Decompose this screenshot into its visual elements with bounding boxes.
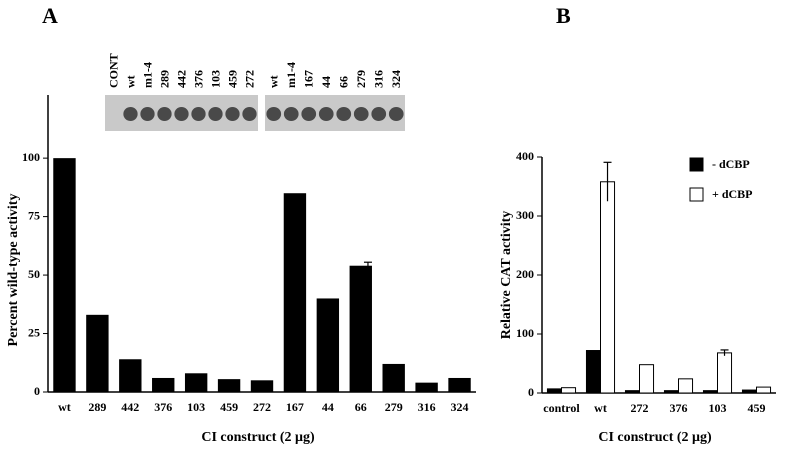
bar xyxy=(250,380,274,392)
lane-label: 103 xyxy=(208,70,222,88)
lane-label: 324 xyxy=(389,70,403,88)
x-tick-label: 272 xyxy=(253,400,271,414)
x-tick-label: 167 xyxy=(286,400,304,414)
bar xyxy=(756,386,772,394)
bar xyxy=(283,193,307,392)
x-tick-label: 376 xyxy=(670,401,688,415)
bar xyxy=(119,359,142,392)
blot-band xyxy=(242,107,257,121)
x-tick-label: control xyxy=(543,401,580,415)
lane-label: m1-4 xyxy=(140,62,154,88)
bar xyxy=(600,181,616,394)
x-tick-label: 103 xyxy=(187,400,205,414)
bar xyxy=(561,387,577,394)
y-tick-label: 300 xyxy=(516,208,534,222)
y-tick-label: 100 xyxy=(516,326,534,340)
legend-label: + dCBP xyxy=(712,187,753,201)
lane-label: 289 xyxy=(157,70,171,88)
blot-band xyxy=(123,107,138,121)
lane-label: 279 xyxy=(354,70,368,88)
lane-label: wt xyxy=(267,75,281,88)
blot-band xyxy=(140,107,155,121)
y-tick-label: 75 xyxy=(28,208,40,222)
blot-band xyxy=(283,107,299,121)
bar xyxy=(678,378,694,394)
bar xyxy=(702,390,719,394)
lane-label: m1-4 xyxy=(284,62,298,88)
bar xyxy=(217,379,241,392)
bar xyxy=(382,363,405,392)
bar xyxy=(546,388,563,394)
blot-band xyxy=(266,107,282,121)
bar xyxy=(316,298,340,392)
x-tick-label: 376 xyxy=(154,400,172,414)
bar xyxy=(53,158,76,392)
x-tick-label: 324 xyxy=(451,400,469,414)
y-tick-label: 0 xyxy=(528,385,534,399)
blot-band xyxy=(318,107,334,121)
x-tick-label: 442 xyxy=(121,400,139,414)
y-axis-title: Relative CAT activity xyxy=(499,211,514,340)
x-tick-label: 459 xyxy=(748,401,766,415)
legend-swatch xyxy=(689,157,704,172)
blot-band xyxy=(301,107,317,121)
y-tick-label: 200 xyxy=(516,267,534,281)
bar xyxy=(415,382,438,392)
x-tick-label: 272 xyxy=(631,401,649,415)
bar xyxy=(717,352,733,394)
blot-band xyxy=(353,107,369,121)
bar xyxy=(152,377,175,392)
y-tick-label: 0 xyxy=(34,384,40,398)
legend-label: - dCBP xyxy=(712,157,750,171)
bar xyxy=(448,377,471,392)
x-tick-label: 279 xyxy=(385,400,403,414)
x-tick-label: 459 xyxy=(220,400,238,414)
blot-band xyxy=(336,107,352,121)
y-tick-label: 400 xyxy=(516,149,534,163)
y-tick-label: 25 xyxy=(28,325,40,339)
lane-label: 272 xyxy=(242,70,256,88)
x-tick-label: wt xyxy=(58,400,71,414)
bar xyxy=(639,364,655,394)
bar xyxy=(741,389,758,394)
y-axis-title: Percent wild-type activity xyxy=(6,194,21,347)
lane-label: 66 xyxy=(337,76,351,88)
x-tick-label: 44 xyxy=(322,400,334,414)
bar xyxy=(184,373,208,392)
panel-label: A xyxy=(42,3,58,28)
x-tick-label: wt xyxy=(594,401,607,415)
x-tick-label: 289 xyxy=(88,400,106,414)
blot-band xyxy=(174,107,189,121)
bar xyxy=(349,265,372,392)
blot-band xyxy=(157,107,172,121)
x-axis-title: CI construct (2 μg) xyxy=(598,430,712,445)
x-tick-label: 103 xyxy=(709,401,727,415)
panel-label: B xyxy=(556,3,571,28)
lane-label: 167 xyxy=(302,70,316,88)
blot-band xyxy=(371,107,387,121)
bar xyxy=(585,350,602,394)
bar xyxy=(86,314,109,392)
y-tick-label: 100 xyxy=(22,150,40,164)
bar xyxy=(663,390,680,394)
x-tick-label: 316 xyxy=(418,400,436,414)
blot-band xyxy=(208,107,223,121)
blot-band xyxy=(225,107,240,121)
bar xyxy=(624,390,641,394)
lane-label: wt xyxy=(123,75,137,88)
y-tick-label: 50 xyxy=(28,267,40,281)
blot-band xyxy=(388,107,404,121)
lane-label: 376 xyxy=(191,70,205,88)
lane-label: CONT xyxy=(106,53,120,88)
x-axis-title: CI construct (2 μg) xyxy=(201,430,315,445)
lane-label: 316 xyxy=(372,70,386,88)
x-tick-label: 66 xyxy=(355,400,367,414)
lane-label: 442 xyxy=(174,70,188,88)
legend-swatch xyxy=(689,187,704,202)
lane-label: 44 xyxy=(319,76,333,88)
blot-band xyxy=(191,107,206,121)
lane-label: 459 xyxy=(225,70,239,88)
